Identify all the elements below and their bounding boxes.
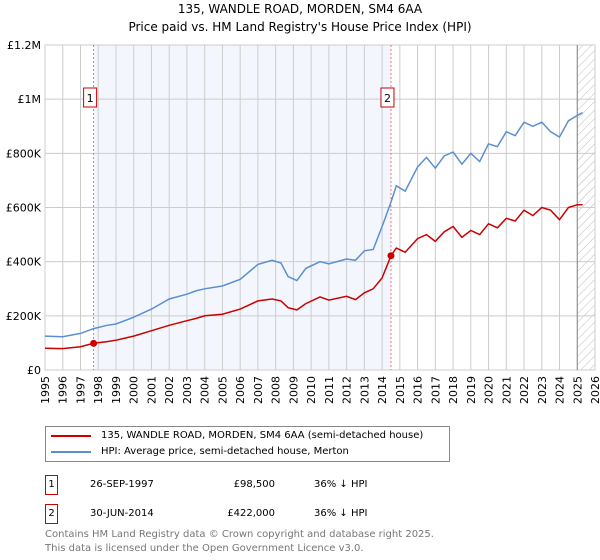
plot-area: 1995 1996 1997 1998 1999 2000 2001 2002 2003 2004… — [6, 39, 600, 404]
x-tick-label: 2009 — [287, 376, 300, 404]
x-tick-label: 2014 — [376, 376, 389, 404]
x-tick-label: 1999 — [110, 376, 123, 404]
sale-label-box — [83, 87, 98, 108]
footer-line: Contains HM Land Registry data © Crown c… — [45, 529, 434, 540]
legend-label-hpi: HPI: Average price, semi-detached house,… — [101, 446, 349, 457]
footer: Contains HM Land Registry data © Crown c… — [45, 528, 434, 556]
x-tick-label: 2024 — [554, 376, 567, 404]
x-tick-label: 2008 — [270, 376, 283, 404]
x-tick-label: 2018 — [447, 376, 460, 404]
sale-date: 30-JUN-2014 — [90, 508, 154, 519]
x-tick-label: 1995 — [39, 376, 52, 404]
footer-line: This data is licensed under the Open Gov… — [45, 543, 364, 554]
y-tick-label: £200K — [6, 310, 42, 323]
x-tick-label: 2000 — [128, 376, 141, 404]
x-tick-label: 2016 — [412, 376, 425, 404]
sale-price: £422,000 — [227, 508, 275, 519]
y-tick-label: £400K — [6, 256, 42, 269]
y-tick-label: £600K — [6, 202, 42, 215]
sale-point — [387, 252, 395, 260]
legend-label-property: 135, WANDLE ROAD, MORDEN, SM4 6AA (semi-… — [101, 430, 424, 441]
x-tick-label: 2020 — [483, 376, 496, 404]
chart-title: 135, WANDLE ROAD, MORDEN, SM4 6AA — [177, 2, 423, 16]
x-tick-label: 2010 — [305, 376, 318, 404]
chart-subtitle: Price paid vs. HM Land Registry's House … — [128, 20, 472, 34]
sale-price: £98,500 — [233, 479, 275, 490]
x-tick-label: 1996 — [57, 376, 70, 404]
y-tick-label: £1M — [18, 93, 42, 106]
x-tick-label: 2012 — [341, 376, 354, 404]
x-tick-label: 2004 — [199, 376, 212, 404]
sale-point — [90, 339, 98, 347]
x-tick-label: 2019 — [465, 376, 478, 404]
sale-label: 2 — [384, 92, 391, 105]
y-tick-label: £0 — [27, 364, 41, 377]
x-tick-label: 2013 — [358, 376, 371, 404]
sale-badge: 1 — [45, 475, 58, 495]
series-line-property — [44, 204, 583, 350]
x-tick-label: 2026 — [589, 376, 600, 404]
x-tick-label: 2015 — [394, 376, 407, 404]
sale-label: 1 — [87, 92, 94, 105]
x-tick-label: 2001 — [145, 376, 158, 404]
x-tick-label: 2005 — [216, 376, 229, 404]
sale-label-box — [380, 87, 395, 108]
legend: 135, WANDLE ROAD, MORDEN, SM4 6AA (semi-… — [45, 426, 450, 462]
sale-delta: 36% ↓ HPI — [314, 479, 368, 490]
sale-delta: 36% ↓ HPI — [314, 508, 368, 519]
x-tick-label: 2017 — [429, 376, 442, 404]
x-tick-label: 2007 — [252, 376, 265, 404]
x-tick-label: 2025 — [571, 376, 584, 404]
x-tick-label: 2002 — [163, 376, 176, 404]
x-tick-label: 2021 — [500, 376, 513, 404]
x-tick-label: 2022 — [518, 376, 531, 404]
x-tick-label: 2011 — [323, 376, 336, 404]
x-tick-label: 2006 — [234, 376, 247, 404]
sale-badge: 2 — [45, 504, 58, 524]
x-tick-label: 2023 — [536, 376, 549, 404]
legend-swatch-hpi — [51, 450, 91, 453]
x-tick-label: 2003 — [181, 376, 194, 404]
y-tick-label: £800K — [6, 147, 42, 160]
x-tick-label: 1997 — [74, 376, 87, 404]
y-tick-label: £1.2M — [7, 39, 41, 52]
legend-swatch-property — [51, 434, 91, 437]
sale-date: 26-SEP-1997 — [90, 479, 154, 490]
x-tick-label: 1998 — [92, 376, 105, 404]
series-line-hpi — [44, 112, 583, 338]
